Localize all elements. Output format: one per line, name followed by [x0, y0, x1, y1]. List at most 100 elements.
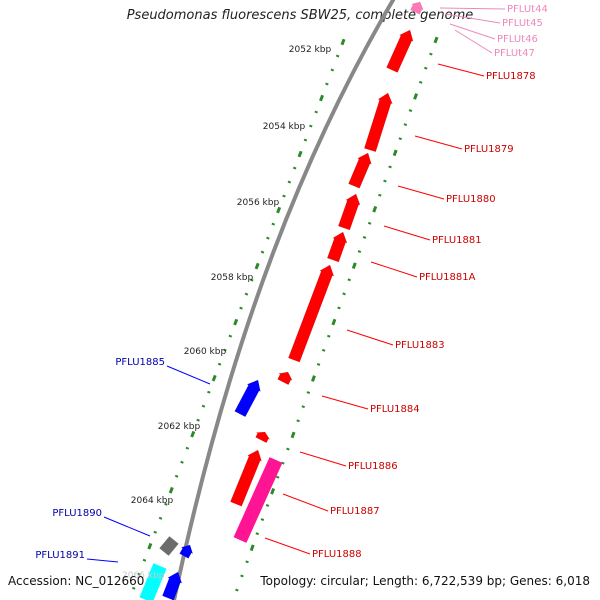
gene-features[interactable]: [139, 1, 424, 600]
inner-scale-tick: [235, 588, 239, 592]
inner-scale-tick: [296, 419, 300, 423]
inner-scale-tick: [331, 318, 337, 326]
gene-pflu1880[interactable]: [348, 152, 372, 189]
inner-scale-tick: [260, 518, 265, 521]
scale-label: 2052 kbp: [289, 45, 332, 55]
scale-label: 2058 kbp: [211, 273, 254, 283]
misc-feature[interactable]: [139, 563, 167, 600]
outer-scale-tick: [303, 138, 308, 142]
label-pflut46: PFLUt46: [497, 34, 538, 45]
outer-scale-tick: [180, 460, 184, 464]
inner-scale-tick: [306, 391, 311, 395]
outer-scale-tick: [217, 362, 222, 366]
gene-pflu1881[interactable]: [337, 193, 361, 231]
gene-pflu1890[interactable]: [159, 536, 179, 556]
label-pflu1890: PFLU1890: [52, 508, 102, 519]
inner-scale-tick: [321, 348, 326, 352]
gene-pflu1878[interactable]: [386, 29, 414, 73]
inner-scale-tick: [413, 93, 419, 100]
gene-pflu1891[interactable]: [162, 571, 183, 600]
label-pflut47: PFLUt47: [494, 48, 535, 59]
inner-scale-tick: [403, 123, 408, 127]
leader-pflu1886: [299, 451, 347, 467]
inner-scale-tick: [357, 250, 362, 254]
outer-scale-tick: [276, 206, 282, 214]
inner-scale-tick: [270, 488, 276, 495]
outer-scale-tick: [292, 166, 297, 170]
scale-ticks: [131, 36, 439, 592]
genome-backbone: [172, 0, 396, 600]
gene-pflu1881a[interactable]: [326, 231, 348, 263]
outer-scale-tick: [244, 292, 249, 296]
gene-pflu1889[interactable]: [179, 544, 194, 559]
scale-label: 2062 kbp: [158, 422, 201, 432]
outer-scale-tick: [250, 278, 254, 282]
trna-pflut44[interactable]: [410, 1, 424, 15]
inner-scale-tick: [424, 66, 428, 70]
inner-scale-tick: [398, 137, 403, 141]
outer-scale-tick: [271, 222, 275, 226]
label-pflu1883: PFLU1883: [395, 340, 445, 351]
label-pflu1884: PFLU1884: [370, 404, 420, 415]
leader-pflu1887: [282, 493, 329, 512]
label-pflu1881a: PFLU1881A: [419, 272, 476, 283]
outer-scale-tick: [282, 194, 286, 198]
label-leaders: [86, 7, 506, 563]
leader-pflut47: [454, 29, 493, 54]
outer-scale-tick: [137, 572, 141, 576]
label-pflu1891: PFLU1891: [35, 550, 85, 561]
inner-scale-tick: [383, 179, 387, 183]
gene-pflu1884[interactable]: [277, 371, 293, 386]
outer-scale-tick: [309, 124, 313, 128]
inner-scale-tick: [418, 80, 423, 84]
outer-scale-tick: [330, 68, 335, 72]
scale-label: 2060 kbp: [184, 347, 227, 357]
scale-label-faded: 2066 kbp: [122, 571, 165, 581]
label-pflu1885: PFLU1885: [115, 357, 165, 368]
outer-scale-tick: [190, 430, 196, 438]
outer-scale-tick: [233, 318, 239, 326]
gene-pflu1886[interactable]: [255, 431, 271, 444]
inner-scale-tick: [337, 306, 341, 310]
leader-pflu1891: [86, 558, 119, 563]
outer-scale-tick: [239, 306, 243, 310]
outer-scale-tick: [325, 82, 329, 86]
outer-scale-tick: [207, 390, 211, 394]
scale-label: 2056 kbp: [237, 198, 280, 208]
label-pflu1881: PFLU1881: [432, 235, 482, 246]
outer-scale-tick: [131, 586, 136, 590]
outer-scale-tick: [174, 474, 179, 478]
leader-pflu1879: [414, 135, 463, 150]
inner-scale-tick: [362, 236, 367, 239]
leader-pflu1885: [166, 365, 211, 385]
inner-scale-tick: [275, 475, 280, 479]
outer-scale-tick: [211, 374, 217, 382]
gene-pflu1885[interactable]: [234, 379, 261, 418]
outer-scale-tick: [158, 516, 163, 520]
inner-scale-tick: [311, 375, 316, 382]
inner-scale-tick: [245, 560, 249, 564]
leader-pflu1883: [346, 329, 394, 346]
inner-scale-tick: [388, 165, 392, 169]
outer-scale-tick: [335, 54, 340, 58]
gene-pflu1883[interactable]: [288, 264, 335, 363]
inner-scale-tick: [372, 205, 378, 213]
inner-scale-tick: [367, 221, 372, 225]
scale-label: 2054 kbp: [263, 122, 306, 132]
gene-pflu1887-red[interactable]: [230, 449, 263, 507]
gene-pflu1879[interactable]: [363, 92, 393, 153]
outer-scale-tick: [287, 180, 292, 184]
leader-pflu1890: [103, 516, 151, 537]
inner-scale-tick: [290, 431, 296, 439]
inner-scale-tick: [286, 447, 290, 451]
outer-scale-tick: [201, 404, 206, 408]
outer-scale-tick: [164, 502, 168, 506]
outer-scale-tick: [196, 418, 200, 422]
gene-pflu1887-rrna[interactable]: [233, 457, 283, 543]
accession-label: Accession: NC_012660: [8, 574, 145, 588]
inner-scale-tick: [351, 262, 357, 269]
label-pflut44: PFLUt44: [507, 4, 548, 15]
outer-scale-tick: [254, 262, 260, 270]
outer-scale-tick: [340, 38, 346, 46]
